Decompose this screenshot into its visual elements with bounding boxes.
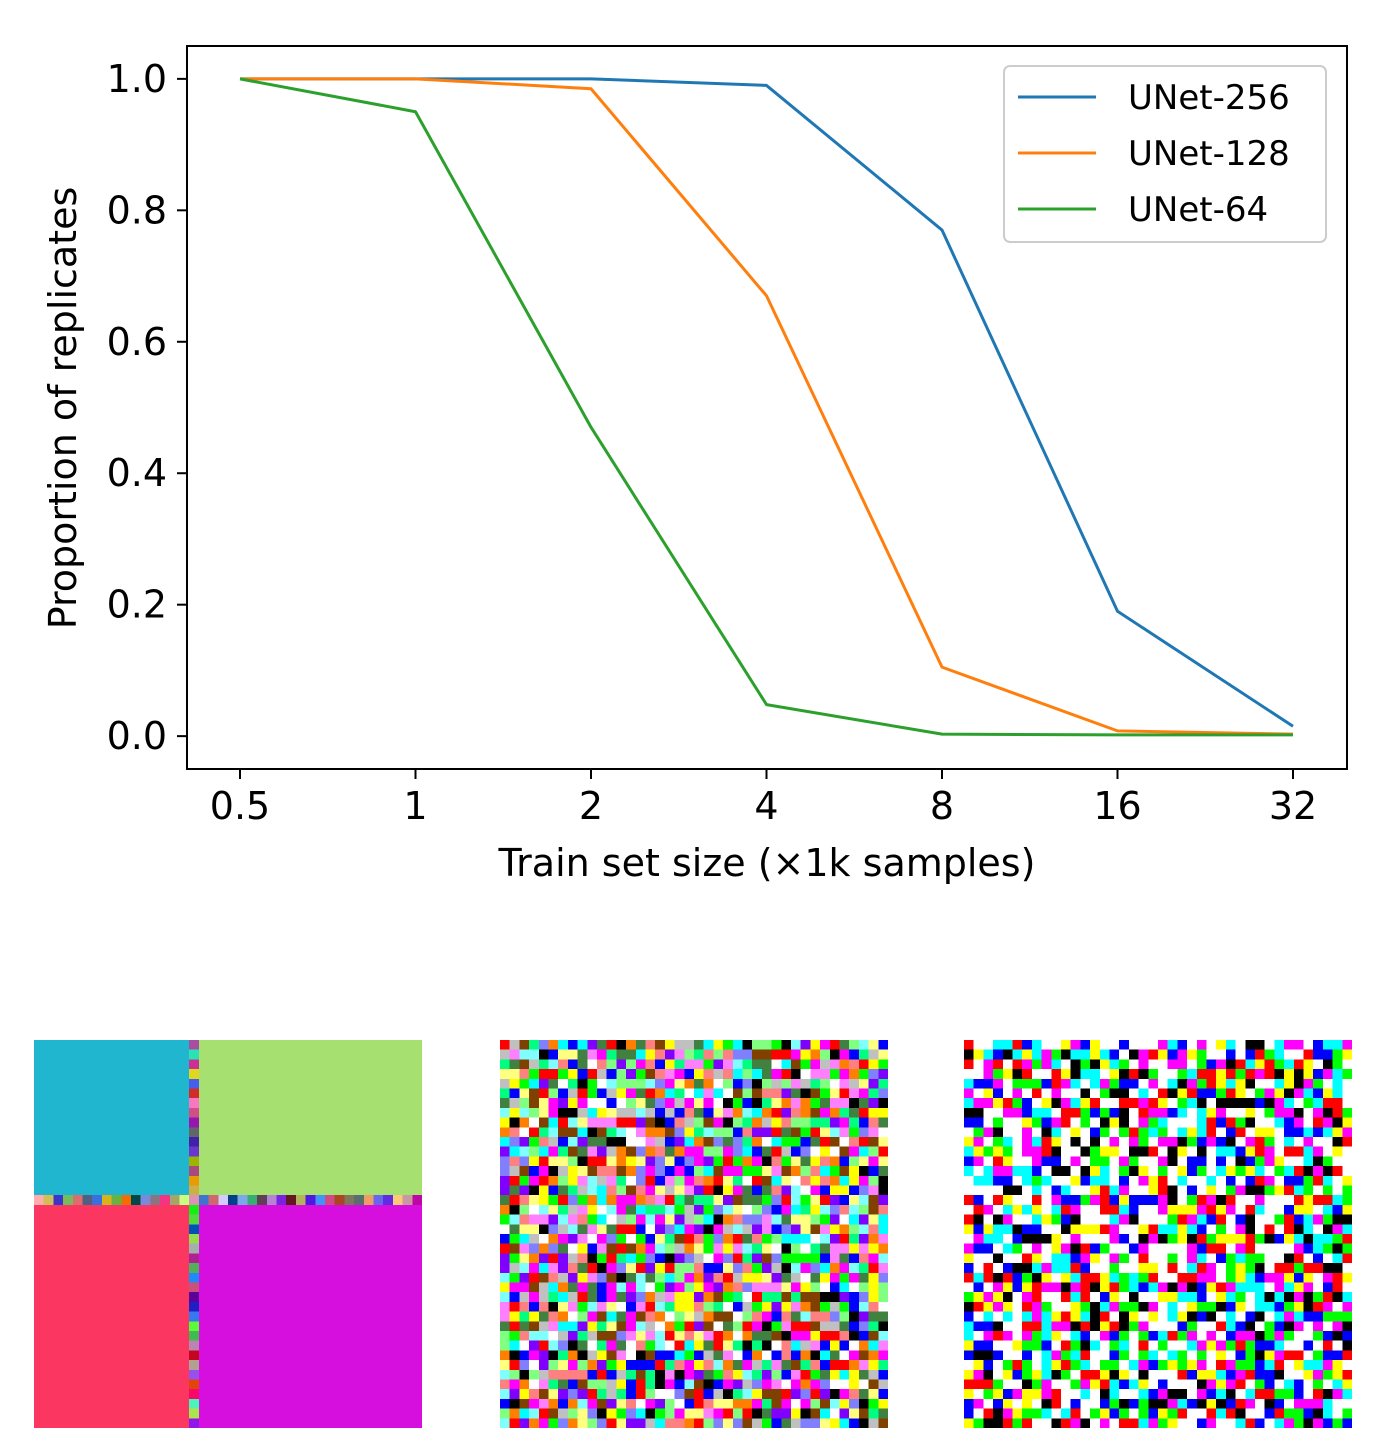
y-tick-label: 0.8 — [107, 188, 167, 232]
x-axis-title: Train set size (×1k samples) — [498, 841, 1036, 885]
y-tick-label: 0.6 — [107, 320, 167, 364]
y-tick-label: 0.2 — [107, 583, 167, 627]
x-tick-label: 8 — [930, 784, 954, 828]
y-tick-label: 1.0 — [107, 57, 167, 101]
sample-image-noise-saturated — [964, 1040, 1352, 1428]
legend-box — [1003, 65, 1327, 243]
legend-label-unet-64: UNet-64 — [1128, 190, 1268, 230]
x-tick-label: 32 — [1269, 784, 1317, 828]
series-line-unet-128 — [240, 77, 1294, 736]
series-line-unet-64 — [239, 77, 1293, 737]
y-axis: 0.0 0.2 0.4 0.6 0.8 1.0 — [107, 57, 187, 758]
legend-label-unet-256: UNet-256 — [1128, 78, 1290, 118]
legend: UNet-256 UNet-128 UNet-64 — [1003, 65, 1327, 243]
x-tick-label: 4 — [754, 784, 778, 828]
y-axis-title: Proportion of replicates — [41, 187, 85, 630]
x-axis: 0.5 1 2 4 8 16 32 — [210, 769, 1317, 828]
replicates-line-chart: 0.0 0.2 0.4 0.6 0.8 1.0 0.5 1 2 4 8 16 32 Train set… — [41, 45, 1348, 885]
x-tick-label: 1 — [403, 784, 427, 828]
x-tick-label: 16 — [1093, 784, 1141, 828]
y-tick-label: 0.4 — [107, 451, 167, 495]
x-tick-label: 0.5 — [210, 784, 270, 828]
legend-label-unet-128: UNet-128 — [1128, 134, 1290, 174]
y-tick-label: 0.0 — [107, 714, 167, 758]
sample-image-noise-soft — [500, 1040, 888, 1428]
x-tick-label: 2 — [579, 784, 603, 828]
sample-image-quadrants — [34, 1040, 422, 1428]
series-lines — [239, 77, 1294, 737]
